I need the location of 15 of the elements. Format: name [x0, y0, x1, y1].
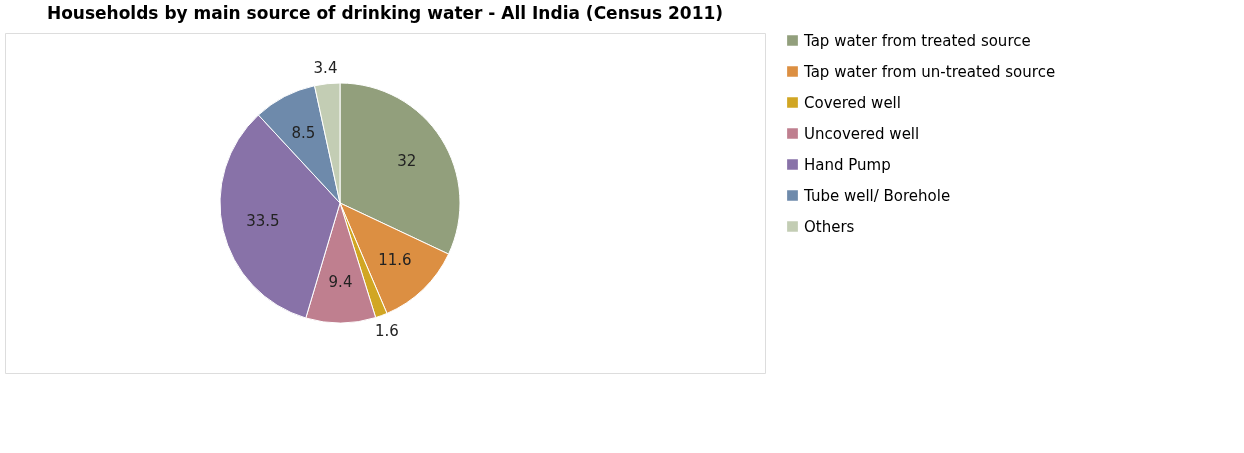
data-label: 33.5 — [246, 212, 280, 230]
legend-label: Others — [804, 217, 855, 236]
data-label: 8.5 — [291, 123, 316, 142]
data-label: 1.6 — [374, 321, 399, 340]
data-label: 11.6 — [378, 251, 412, 270]
legend-label: Tap water from treated source — [803, 31, 1031, 50]
legend-label: Tube well/ Borehole — [803, 186, 951, 205]
chart-title: Households by main source of drinking water - All India (Census 2011) — [46, 3, 724, 23]
data-label: 32 — [397, 151, 417, 170]
legend-label: Covered well — [804, 93, 901, 112]
data-label: 9.4 — [328, 273, 353, 292]
data-label: 3.4 — [313, 58, 338, 77]
legend-label: Tap water from un-treated source — [803, 62, 1056, 81]
legend-label: Hand Pump — [804, 155, 891, 174]
legend-label: Uncovered well — [804, 124, 920, 143]
